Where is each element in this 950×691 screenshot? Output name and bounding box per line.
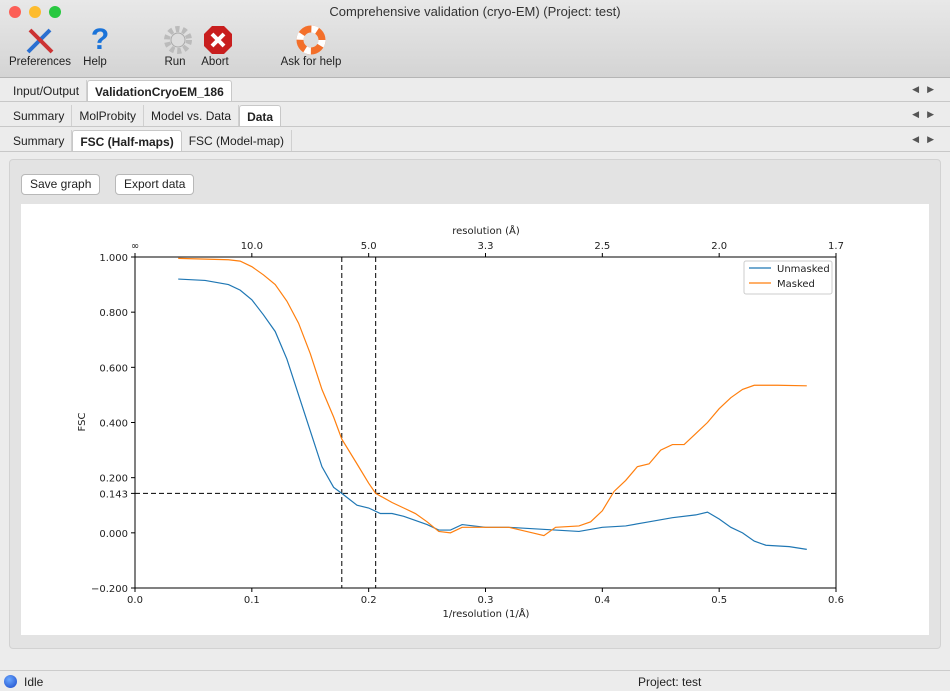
close-window-button[interactable] [9,6,21,18]
tab-summary[interactable]: Summary [6,105,73,126]
title-bar: Comprehensive validation (cryo-EM) (Proj… [0,0,950,78]
window-title: Comprehensive validation (cryo-EM) (Proj… [329,4,621,19]
series-line-unmasked [178,278,807,550]
legend-label: Masked [777,279,815,290]
legend-box [743,260,833,295]
fsc-chart: resolution (Å) 1/resolution (1/Å) FSC 0.… [77,224,844,620]
tab-data[interactable]: Data [239,105,282,126]
y-tick-label: 0.400 [99,419,128,430]
run-button[interactable]: Run [158,24,192,68]
tab-input-output[interactable]: Input/Output [6,80,88,101]
y-axis-label: FSC [77,413,88,432]
x-tick-label: 0.1 [244,595,260,606]
status-text: Idle [24,675,44,689]
help-button[interactable]: ? Help [80,23,110,68]
y-tick-label: 0.600 [99,363,128,374]
fsc-plot: resolution (Å) 1/resolution (1/Å) FSC 0.… [21,204,929,635]
tab-molprobity[interactable]: MolProbity [72,105,145,126]
ask-for-help-button[interactable]: Ask for help [278,24,344,68]
y-tick-label: 1.000 [99,253,128,264]
legend-label: Unmasked [777,264,830,275]
export-data-button[interactable]: Export data [115,174,195,195]
minimize-window-button[interactable] [29,6,41,18]
top-tick-label: 2.5 [594,241,610,252]
question-mark-icon: ? [90,23,110,56]
status-bar: Idle Project: test [0,670,950,691]
lifebuoy-icon [291,24,331,56]
x-tick-label: 0.0 [127,595,143,606]
x-tick-label: 0.5 [711,595,727,606]
x-axis-label: 1/resolution (1/Å) [443,607,530,620]
tab-model-vs-data[interactable]: Model vs. Data [144,105,240,126]
stop-x-icon [198,24,238,56]
top-tick-label: 2.0 [711,241,727,252]
top-tick-label: ∞ [131,241,139,252]
plot-frame [134,256,837,589]
run-label: Run [164,56,186,68]
validation-tabs: Summary MolProbity Model vs. Data Data ◀… [0,105,950,127]
status-indicator-icon [4,675,17,688]
tab-data-summary[interactable]: Summary [6,130,73,151]
wrench-screwdriver-icon [20,24,60,56]
data-tabs: Summary FSC (Half-maps) FSC (Model-map) … [0,130,950,152]
y-tick-label: 0.200 [99,474,128,485]
help-label: Help [83,56,107,68]
ask-for-help-label: Ask for help [280,56,342,68]
x-tick-label: 0.3 [478,595,494,606]
x-tick-label: 0.4 [594,595,610,606]
y-tick-label: 0.000 [99,529,128,540]
abort-button[interactable]: Abort [198,24,232,68]
top-axis-label: resolution (Å) [452,224,520,237]
save-graph-button[interactable]: Save graph [21,174,101,195]
y-tick-label: 0.143 [99,489,128,500]
tab-validation[interactable]: ValidationCryoEM_186 [87,80,232,101]
tab-fsc-half-maps[interactable]: FSC (Half-maps) [72,130,182,151]
tab-scroll-arrows[interactable]: ◀▶ [912,134,942,144]
top-tick-label: 5.0 [361,241,377,252]
preferences-button[interactable]: Preferences [8,24,72,68]
top-tick-label: 3.3 [478,241,494,252]
tab-fsc-model-map[interactable]: FSC (Model-map) [182,130,293,151]
gear-icon [158,24,198,56]
tab-scroll-arrows[interactable]: ◀▶ [912,84,942,94]
zoom-window-button[interactable] [49,6,61,18]
series-line-masked [178,257,807,537]
preferences-label: Preferences [8,56,71,68]
tab-scroll-arrows[interactable]: ◀▶ [912,109,942,119]
main-tabs: Input/Output ValidationCryoEM_186 ◀▶ [0,80,950,102]
x-tick-label: 0.6 [828,595,844,606]
y-tick-label: 0.800 [99,308,128,319]
project-status: Project: test [638,675,702,689]
top-tick-label: 10.0 [241,241,263,252]
y-tick-label: −0.200 [91,584,128,595]
top-tick-label: 1.7 [828,241,844,252]
abort-label: Abort [201,56,229,68]
x-tick-label: 0.2 [361,595,377,606]
